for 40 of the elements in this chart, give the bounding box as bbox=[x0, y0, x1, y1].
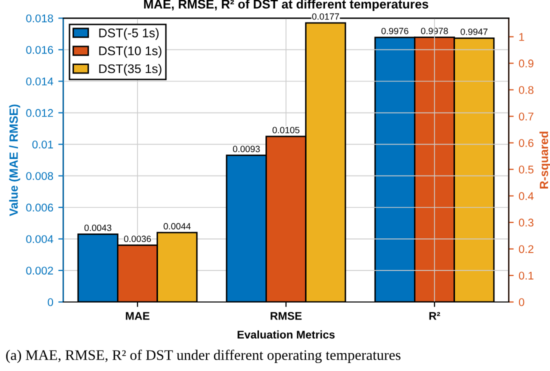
legend-label: DST(-5 1s) bbox=[99, 28, 159, 40]
y2-tick-label: 0.7 bbox=[518, 112, 534, 120]
data-label: 0.0044 bbox=[164, 223, 191, 230]
data-label: 0.9947 bbox=[460, 28, 488, 35]
x-tick-label: R² bbox=[429, 312, 440, 320]
y2-tick-label: 0.2 bbox=[518, 245, 534, 254]
y-tick-label: 0.018 bbox=[26, 14, 54, 22]
y-tick-label: 0 bbox=[48, 298, 54, 306]
x-axis-title: Evaluation Metrics bbox=[238, 330, 335, 339]
y-tick-label: 0.01 bbox=[32, 140, 53, 148]
y2-axis-title: R-squared bbox=[539, 132, 550, 188]
y-tick-label: 0.008 bbox=[26, 172, 54, 180]
x-tick-label: MAE bbox=[126, 312, 150, 320]
data-label: 0.0043 bbox=[84, 224, 112, 232]
data-label: 0.0177 bbox=[312, 13, 339, 20]
legend-label: DST(35 1s) bbox=[99, 64, 162, 76]
text: (a) MAE, RMSE, R² of DST under different operating temperatures bbox=[6, 350, 400, 364]
data-label: 0.0093 bbox=[232, 146, 260, 152]
y2-tick-label: 0.1 bbox=[518, 272, 534, 280]
y2-tick-label: 0.3 bbox=[518, 218, 534, 227]
data-label: 0.9976 bbox=[381, 28, 408, 34]
y-tick-label: 0.016 bbox=[26, 46, 54, 54]
data-label: 0.0105 bbox=[272, 126, 300, 134]
y-tick-label: 0.004 bbox=[26, 235, 54, 244]
y2-tick-label: 0.4 bbox=[518, 192, 534, 200]
legend-label: DST(10 1s) bbox=[99, 46, 162, 58]
y-tick-label: 0.012 bbox=[26, 109, 53, 117]
y-tick-label: 0.006 bbox=[26, 204, 54, 212]
data-label: 0.9978 bbox=[421, 28, 448, 34]
x-tick-label: RMSE bbox=[270, 312, 302, 320]
y-axis-title: Value (MAE / RMSE) bbox=[9, 104, 20, 216]
y2-tick-label: 0.9 bbox=[518, 60, 534, 68]
y2-tick-label: 0 bbox=[518, 298, 524, 306]
y2-tick-label: 0.6 bbox=[518, 139, 534, 147]
y2-tick-label: 1 bbox=[519, 33, 524, 41]
y-tick-label: 0.002 bbox=[26, 266, 53, 275]
y2-tick-label: 0.8 bbox=[518, 86, 534, 94]
data-label: 0.0036 bbox=[124, 236, 151, 242]
y-tick-label: 0.014 bbox=[26, 78, 54, 86]
y2-tick-label: 0.5 bbox=[518, 166, 534, 174]
